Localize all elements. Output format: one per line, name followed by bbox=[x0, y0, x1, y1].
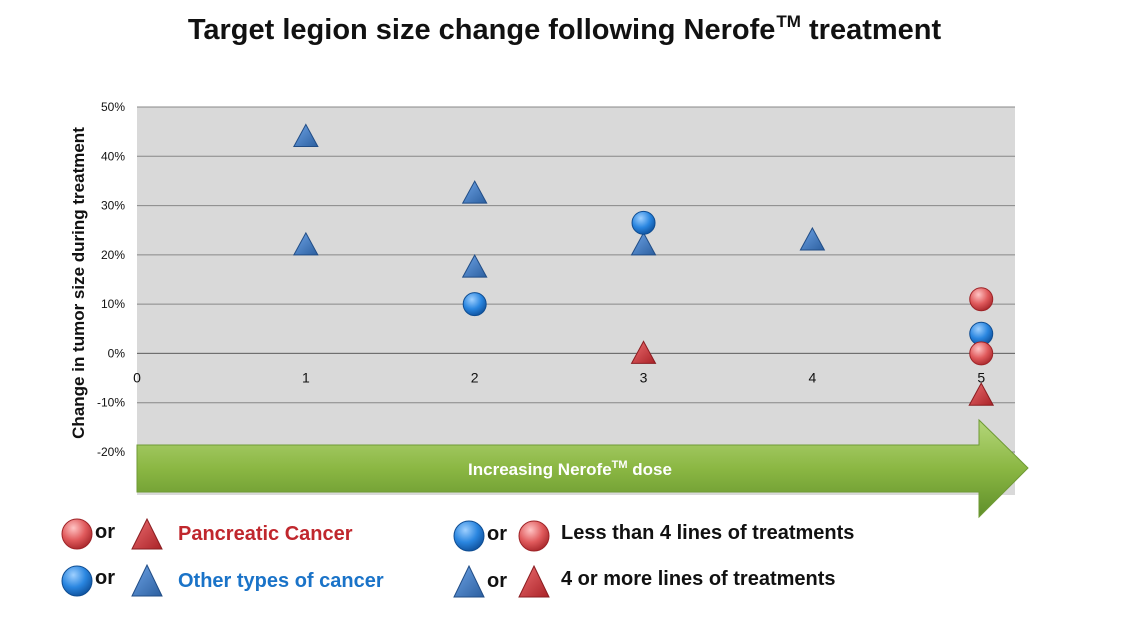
legend-or-1: or bbox=[95, 521, 115, 543]
x-tick-label: 5 bbox=[977, 369, 985, 385]
legend-blue-triangle-icon-right bbox=[453, 564, 485, 598]
legend-other-cancer: Other types of cancer bbox=[178, 570, 384, 592]
data-point-blue-circle bbox=[631, 210, 656, 235]
data-point-blue-triangle bbox=[461, 254, 488, 278]
legend-4-or-more-lines: 4 or more lines of treatments bbox=[561, 568, 836, 590]
data-point-blue-triangle bbox=[799, 226, 826, 251]
y-tick-label: 30% bbox=[101, 199, 125, 213]
legend-red-triangle-icon bbox=[131, 517, 163, 550]
legend-less-than-4-lines: Less than 4 lines of treatments bbox=[561, 522, 855, 544]
chart-title: Target legion size change following Nero… bbox=[187, 12, 942, 46]
legend-blue-circle-icon bbox=[61, 565, 93, 597]
y-tick-label: 50% bbox=[101, 100, 125, 114]
data-point-blue-triangle bbox=[461, 180, 488, 204]
legend-or-3: or bbox=[487, 523, 507, 545]
legend-red-circle-icon bbox=[61, 518, 93, 550]
data-point-blue-circle bbox=[462, 292, 487, 317]
plot-area bbox=[137, 107, 1015, 495]
x-tick-label: 3 bbox=[640, 369, 648, 385]
legend-red-circle-icon-right bbox=[518, 520, 550, 552]
y-axis-label: Change in tumor size during treatment bbox=[69, 127, 88, 439]
y-tick-label: 0% bbox=[108, 346, 126, 360]
dose-arrow-label: Increasing NerofeTM dose bbox=[468, 459, 672, 479]
y-tick-label: -20% bbox=[97, 445, 125, 459]
y-tick-label: 40% bbox=[101, 149, 125, 163]
dose-arrow: Increasing NerofeTM dose bbox=[136, 418, 1029, 519]
data-point-blue-triangle bbox=[630, 231, 657, 256]
legend-blue-circle-icon-right bbox=[453, 520, 485, 552]
data-point-blue-triangle bbox=[293, 231, 319, 256]
data-point-red-circle bbox=[969, 287, 994, 312]
x-tick-label: 1 bbox=[302, 369, 310, 385]
data-point-red-triangle bbox=[968, 382, 995, 406]
data-point-red-circle bbox=[969, 341, 994, 366]
y-tick-label: 20% bbox=[101, 248, 125, 262]
y-tick-label: -10% bbox=[97, 396, 125, 410]
data-point-red-triangle bbox=[630, 340, 657, 364]
data-point-blue-triangle bbox=[293, 123, 319, 147]
y-tick-label: 10% bbox=[101, 297, 125, 311]
x-tick-label: 2 bbox=[471, 369, 479, 385]
legend-blue-triangle-icon bbox=[131, 563, 163, 597]
legend-red-triangle-icon-right bbox=[518, 564, 550, 598]
x-tick-label: 0 bbox=[133, 369, 141, 385]
legend-or-4: or bbox=[487, 570, 507, 592]
legend-pancreatic-cancer: Pancreatic Cancer bbox=[178, 523, 353, 545]
x-tick-label: 4 bbox=[808, 369, 816, 385]
legend-or-2: or bbox=[95, 567, 115, 589]
